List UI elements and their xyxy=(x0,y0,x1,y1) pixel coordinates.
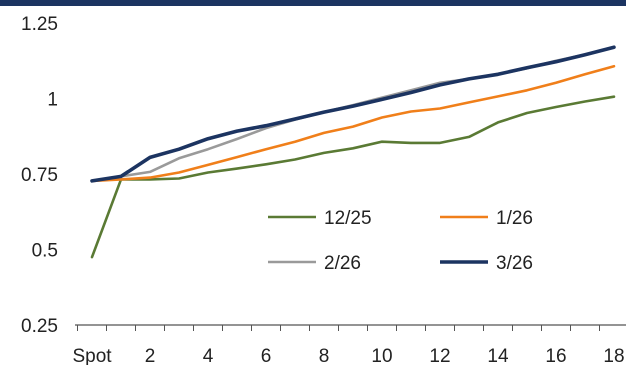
x-tick-label: 16 xyxy=(545,346,566,365)
y-tick-label: 0.75 xyxy=(21,165,58,186)
x-tick-label: 8 xyxy=(319,346,330,365)
y-tick-label: 1 xyxy=(47,90,58,111)
legend-label: 12/25 xyxy=(324,208,372,229)
legend-label: 2/26 xyxy=(324,253,361,274)
series-line-3-26 xyxy=(90,45,616,183)
y-tick-label: 0.5 xyxy=(32,241,58,262)
x-tick-label: 6 xyxy=(261,346,272,365)
x-tick-label: 4 xyxy=(203,346,214,365)
legend-label: 3/26 xyxy=(496,253,533,274)
x-tick-label: 2 xyxy=(145,346,156,365)
x-tick-label: 10 xyxy=(371,346,392,365)
series-line-1-26 xyxy=(90,64,616,183)
x-tick-label: 14 xyxy=(487,346,509,365)
series-line-12-25 xyxy=(90,95,616,259)
legend: 12/25 1/26 2/26 3/26 xyxy=(268,208,533,274)
x-tick-label: Spot xyxy=(72,346,112,365)
header-bar xyxy=(0,0,626,6)
x-tick-label: 12 xyxy=(429,346,450,365)
legend-label: 1/26 xyxy=(496,208,533,229)
series-lines xyxy=(90,45,616,259)
y-tick-label: 0.25 xyxy=(21,316,58,337)
axes: 0.25 0.5 0.75 1 1.25 Spot 2 4 6 8 10 12 14 16 18 xyxy=(21,14,626,367)
x-tick-label: 18 xyxy=(603,346,624,365)
y-tick-label: 1.25 xyxy=(21,14,58,35)
